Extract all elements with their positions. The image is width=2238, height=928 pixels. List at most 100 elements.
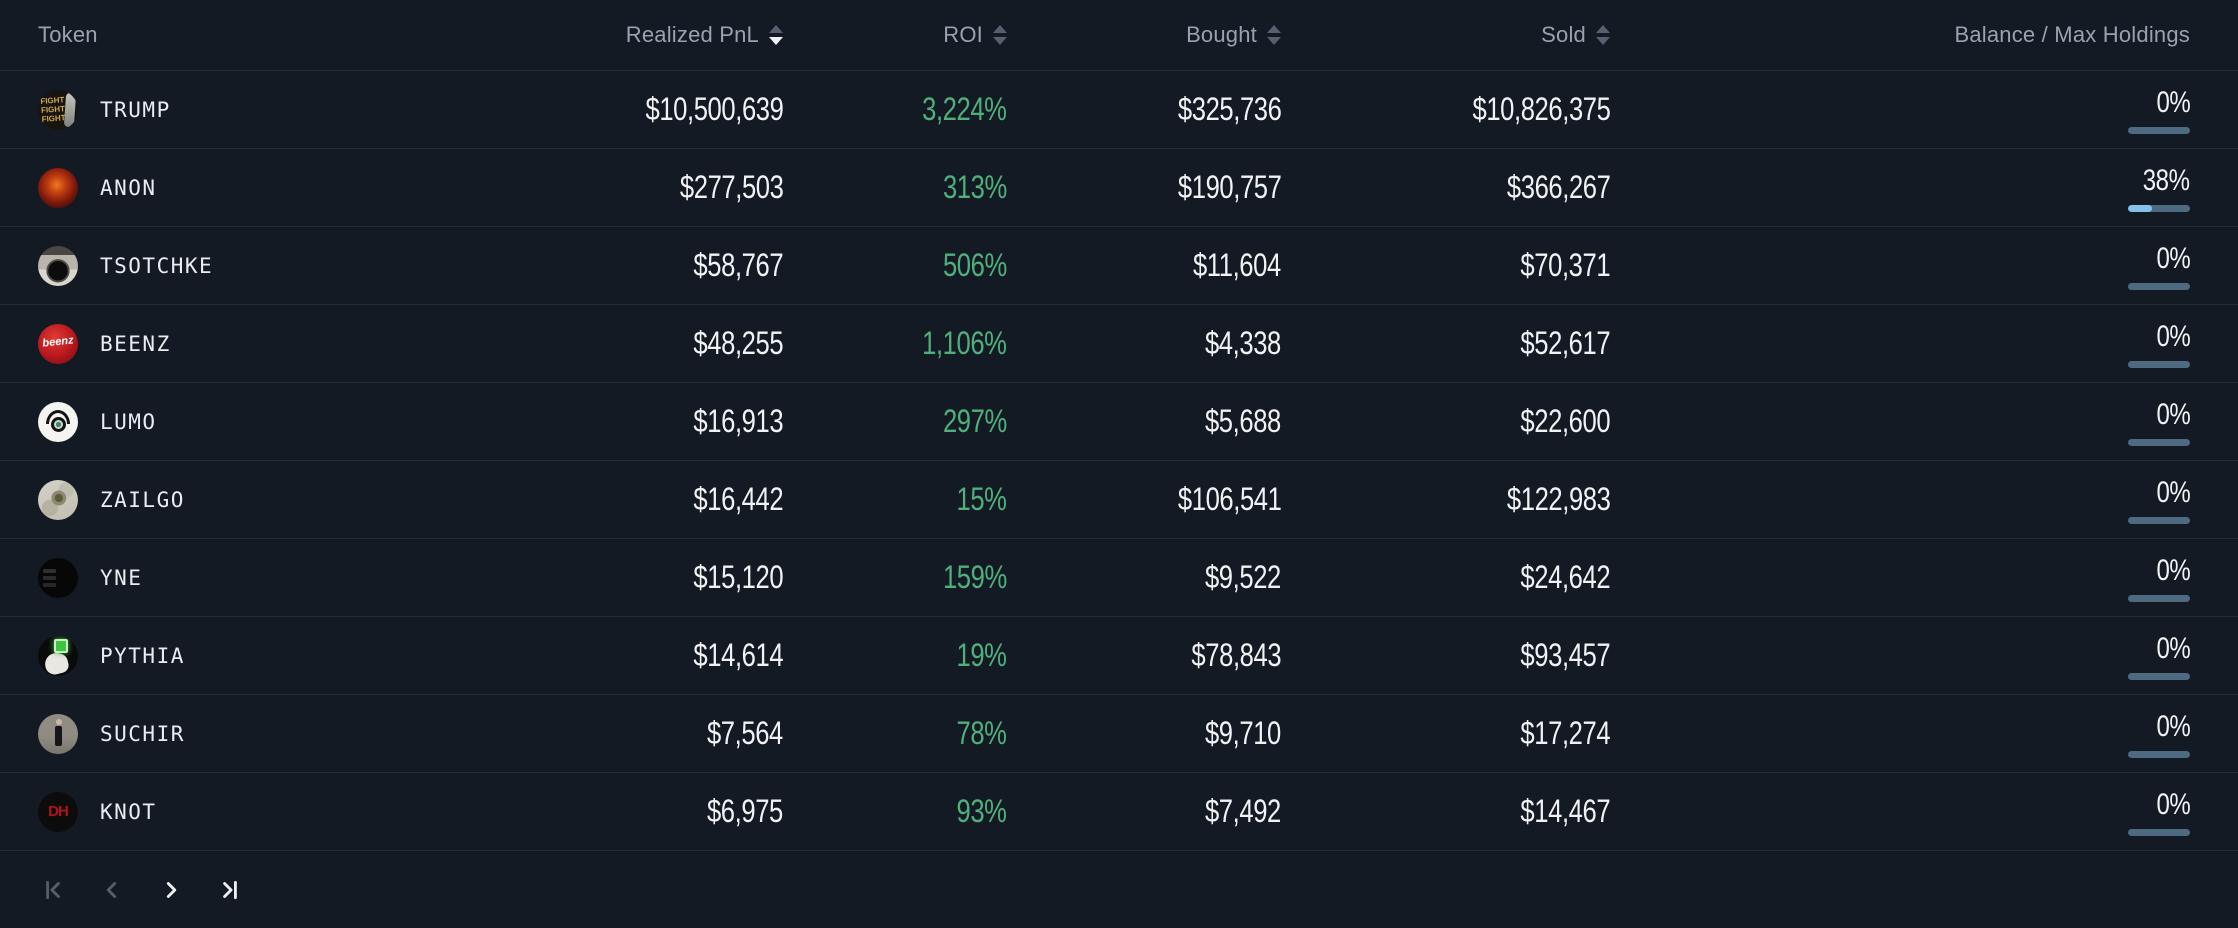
bought-value: $5,688 — [1205, 403, 1281, 439]
realized-pnl-cell: $16,913 — [420, 403, 783, 440]
balance-percent: 38% — [2143, 163, 2190, 197]
token-icon-yne — [38, 557, 78, 598]
column-header-token: Token — [0, 22, 420, 48]
roi-cell: 313% — [783, 169, 1007, 206]
realized-pnl-value: $48,255 — [693, 325, 783, 361]
bought-cell: $9,710 — [1007, 715, 1281, 752]
bought-value: $7,492 — [1205, 793, 1281, 829]
token-name: TRUMP — [100, 97, 171, 122]
balance-cell: 38% — [1610, 164, 2238, 212]
sort-arrows-icon[interactable] — [1267, 25, 1281, 45]
token-icon-text: FIGHT FIGHT FIGHT — [40, 94, 66, 124]
balance-percent: 0% — [2156, 85, 2190, 119]
column-label: Token — [38, 22, 98, 47]
column-header-sold[interactable]: Sold — [1281, 22, 1610, 48]
token-icon-lumo — [38, 401, 78, 442]
token-cell: SUCHIR — [0, 713, 420, 754]
token-cell: PYTHIA — [0, 635, 420, 676]
token-cell: ZAILGO — [0, 479, 420, 520]
sold-value: $122,983 — [1506, 481, 1610, 517]
table-row[interactable]: DH KNOT $6,975 93% $7,492 $14,467 0% — [0, 772, 2238, 850]
token-icon-zailgo — [38, 479, 78, 520]
sold-cell: $70,371 — [1281, 247, 1610, 284]
column-header-bought[interactable]: Bought — [1007, 22, 1281, 48]
roi-value: 19% — [956, 637, 1007, 673]
column-label: Sold — [1541, 22, 1586, 47]
sort-arrows-icon[interactable] — [1596, 25, 1610, 45]
balance-percent: 0% — [2156, 631, 2190, 665]
realized-pnl-value: $16,913 — [693, 403, 783, 439]
balance-percent: 0% — [2156, 241, 2190, 275]
token-cell: ANON — [0, 167, 420, 208]
bought-cell: $325,736 — [1007, 91, 1281, 128]
bought-cell: $190,757 — [1007, 169, 1281, 206]
bought-value: $78,843 — [1191, 637, 1281, 673]
token-icon-beenz: beenz — [38, 323, 78, 364]
balance-cell: 0% — [1610, 398, 2238, 446]
realized-pnl-cell: $10,500,639 — [420, 91, 783, 128]
balance-percent: 0% — [2156, 787, 2190, 821]
bought-value: $325,736 — [1177, 91, 1281, 127]
table-row[interactable]: PYTHIA $14,614 19% $78,843 $93,457 0% — [0, 616, 2238, 694]
realized-pnl-cell: $58,767 — [420, 247, 783, 284]
roi-cell: 3,224% — [783, 91, 1008, 128]
chevron-right-icon — [166, 881, 177, 898]
roi-cell: 93% — [783, 793, 1007, 830]
balance-cell: 0% — [1610, 710, 2238, 758]
table-row[interactable]: beenz BEENZ $48,255 1,106% $4,338 $52,61… — [0, 304, 2238, 382]
realized-pnl-cell: $14,614 — [420, 637, 783, 674]
bought-cell: $5,688 — [1007, 403, 1281, 440]
realized-pnl-value: $10,500,639 — [645, 91, 783, 127]
bought-cell: $78,843 — [1007, 637, 1281, 674]
table-row[interactable]: LUMO $16,913 297% $5,688 $22,600 0% — [0, 382, 2238, 460]
token-icon-text: DH — [48, 802, 69, 820]
table-row[interactable]: FIGHT FIGHT FIGHT TRUMP $10,500,639 3,22… — [0, 70, 2238, 148]
token-cell: FIGHT FIGHT FIGHT TRUMP — [0, 89, 420, 130]
sold-cell: $17,274 — [1281, 715, 1610, 752]
sort-arrows-icon[interactable] — [993, 25, 1007, 45]
sold-cell: $93,457 — [1281, 637, 1610, 674]
roi-value: 506% — [943, 247, 1007, 283]
token-cell: beenz BEENZ — [0, 323, 420, 364]
sort-desc-icon — [1267, 37, 1281, 45]
bought-value: $4,338 — [1205, 325, 1281, 361]
sort-arrows-icon[interactable] — [769, 25, 783, 45]
token-name: BEENZ — [100, 331, 171, 356]
realized-pnl-cell: $15,120 — [420, 559, 783, 596]
column-header-realized-pnl[interactable]: Realized PnL — [420, 22, 783, 48]
token-icon-anon — [38, 167, 78, 208]
token-name: PYTHIA — [100, 643, 185, 668]
bought-cell: $11,604 — [1007, 247, 1281, 284]
column-header-roi[interactable]: ROI — [783, 22, 1007, 48]
balance-progress-fill — [2128, 204, 2152, 212]
pagination-last-button[interactable] — [217, 877, 243, 903]
column-header-balance-max-holdings: Balance / Max Holdings — [1610, 22, 2238, 48]
pagination-next-button[interactable] — [158, 877, 184, 903]
table-row[interactable]: TSOTCHKE $58,767 506% $11,604 $70,371 0% — [0, 226, 2238, 304]
token-name: KNOT — [100, 799, 157, 824]
token-cell: DH KNOT — [0, 791, 420, 832]
balance-cell: 0% — [1610, 242, 2238, 290]
bought-value: $190,757 — [1177, 169, 1281, 205]
balance-progress-bar — [2128, 672, 2190, 680]
sold-value: $10,826,375 — [1472, 91, 1610, 127]
balance-progress-bar — [2128, 750, 2190, 758]
token-cell: YNE — [0, 557, 420, 598]
sold-cell: $52,617 — [1281, 325, 1610, 362]
realized-pnl-value: $14,614 — [693, 637, 783, 673]
roi-value: 297% — [943, 403, 1007, 439]
token-cell: TSOTCHKE — [0, 245, 420, 286]
balance-progress-bar — [2128, 360, 2190, 368]
table-row[interactable]: ZAILGO $16,442 15% $106,541 $122,983 0% — [0, 460, 2238, 538]
balance-cell: 0% — [1610, 320, 2238, 368]
balance-cell: 0% — [1610, 632, 2238, 680]
pagination-prev-button — [99, 877, 125, 903]
bought-cell: $9,522 — [1007, 559, 1281, 596]
token-name: ZAILGO — [100, 487, 185, 512]
table-row[interactable]: YNE $15,120 159% $9,522 $24,642 0% — [0, 538, 2238, 616]
column-label: Realized PnL — [625, 22, 759, 47]
table-row[interactable]: ANON $277,503 313% $190,757 $366,267 38% — [0, 148, 2238, 226]
table-row[interactable]: SUCHIR $7,564 78% $9,710 $17,274 0% — [0, 694, 2238, 772]
bought-cell: $7,492 — [1007, 793, 1281, 830]
column-label: ROI — [943, 22, 983, 47]
